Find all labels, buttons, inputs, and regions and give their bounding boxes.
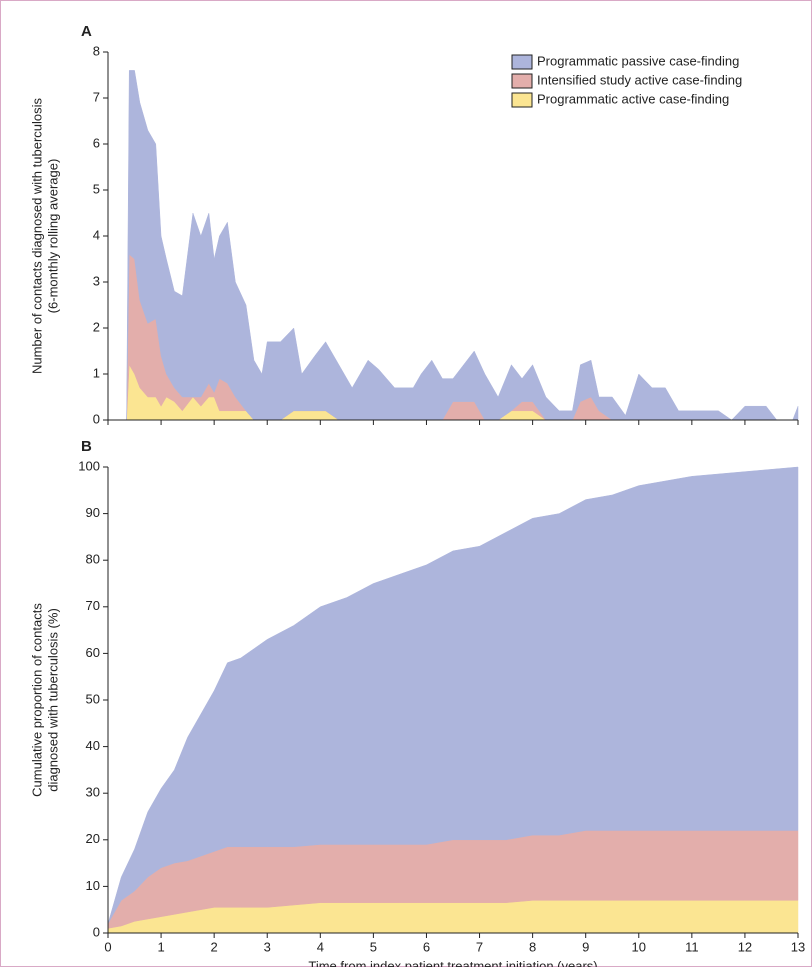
y-tick-label: 50 [86,691,100,706]
x-tick-label: 1 [157,939,164,954]
legend-swatch [511,54,533,70]
legend-swatch [511,92,533,108]
x-tick-label: 0 [104,939,111,954]
panel-label: A [81,23,92,40]
y-axis-label: (6-monthly rolling average) [45,159,60,314]
x-tick-label: 8 [529,939,536,954]
y-tick-label: 60 [86,645,100,660]
x-tick-label: 7 [476,939,483,954]
y-tick-label: 90 [86,505,100,520]
y-tick-label: 4 [93,227,100,242]
y-tick-label: 3 [93,273,100,288]
y-tick-label: 80 [86,552,100,567]
x-tick-label: 3 [264,939,271,954]
x-tick-label: 4 [317,939,324,954]
y-tick-label: 5 [93,181,100,196]
x-tick-label: 13 [791,939,805,954]
x-tick-label: 5 [370,939,377,954]
x-tick-label: 2 [211,939,218,954]
y-tick-label: 8 [93,43,100,58]
y-axis-label: Cumulative proportion of contacts [29,603,44,797]
y-tick-label: 100 [78,458,100,473]
y-tick-label: 0 [93,411,100,426]
area [108,70,799,421]
legend-label: Intensified study active case-finding [537,72,742,87]
area [107,466,799,924]
y-tick-label: 6 [93,135,100,150]
x-tick-label: 10 [632,939,646,954]
x-tick-label: 6 [423,939,430,954]
legend-label: Programmatic active case-finding [537,91,729,106]
panel-label: B [81,438,92,455]
legend-label: Programmatic passive case-finding [537,53,739,68]
y-tick-label: 10 [86,878,100,893]
y-tick-label: 7 [93,89,100,104]
y-axis-label: diagnosed with tuberculosis (%) [45,608,60,792]
y-tick-label: 20 [86,831,100,846]
x-tick-label: 11 [685,939,699,954]
x-tick-label: 12 [738,939,752,954]
y-tick-label: 1 [93,365,100,380]
x-tick-label: 9 [582,939,589,954]
y-tick-label: 30 [86,785,100,800]
y-tick-label: 2 [93,319,100,334]
x-axis-label: Time from index patient treatment initia… [308,958,597,967]
y-tick-label: 70 [86,598,100,613]
legend-swatch [511,73,533,89]
y-tick-label: 0 [93,924,100,939]
y-tick-label: 40 [86,738,100,753]
y-axis-label: Number of contacts diagnosed with tuberc… [29,97,44,374]
